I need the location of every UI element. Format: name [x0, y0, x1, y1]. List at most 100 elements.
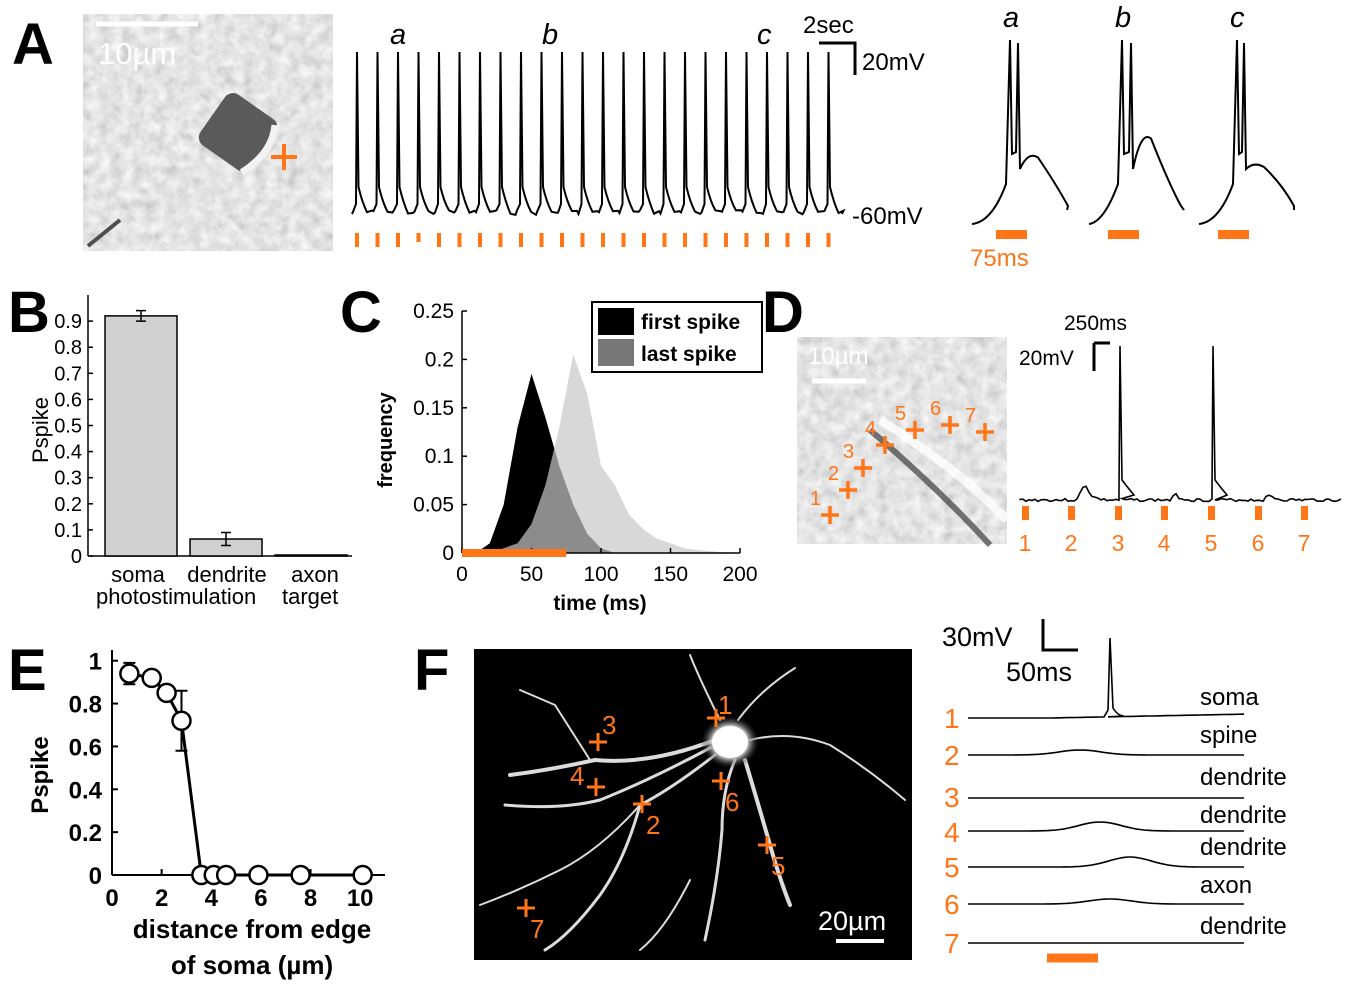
stim-marker: [621, 233, 626, 247]
x-axis-label-c: time (ms): [553, 592, 646, 615]
x-tick-label-e: 8: [304, 885, 317, 912]
stim-marker: [539, 233, 544, 247]
bar: [274, 554, 348, 557]
stim-bar: [1108, 230, 1139, 239]
y-tick-label-b: 0.6: [54, 389, 82, 411]
x-tick-label-c: 200: [722, 563, 757, 586]
stim-site-cross: [854, 459, 872, 477]
stim-site-cross-f: [589, 733, 607, 751]
y-tick-label-c: 0: [442, 542, 454, 565]
stim-marker: [785, 233, 790, 247]
stim-site-cross-f: [707, 709, 725, 727]
x-tick-label-e: 0: [105, 885, 118, 912]
y-tick-label-c: 0.05: [413, 494, 454, 517]
stim-marker-d: [1115, 506, 1122, 520]
stim-marker: [396, 233, 400, 247]
stim-site-cross-f: [712, 772, 730, 790]
stim-sites-f: 1 2 34 5 6 7: [517, 690, 785, 944]
stim-site-label: 7: [965, 405, 976, 427]
stim-bar: [996, 230, 1027, 239]
stim-site-label: 6: [930, 398, 941, 420]
stim-marker-d: [1068, 506, 1075, 520]
stim-duration-label: 75ms: [970, 245, 1029, 272]
zoom-label-b: b: [1115, 2, 1131, 34]
y-tick-label-e: 0.8: [69, 692, 102, 719]
trace-number-f: 1: [944, 703, 960, 734]
bars-b: [104, 309, 348, 557]
stim-marker: [498, 233, 503, 247]
x-tick-label-c: 50: [520, 563, 543, 586]
zoom-trace: [1088, 39, 1185, 225]
y-tick-label-b: 0.3: [54, 468, 82, 490]
legend-swatch-last: [598, 339, 634, 366]
stim-number-d: 4: [1158, 530, 1171, 556]
stim-site-cross: [906, 421, 924, 439]
category-label-b: soma: [111, 562, 166, 587]
stim-number-d: 1: [1019, 530, 1032, 556]
stim-number-d: 7: [1298, 530, 1311, 556]
stim-marker: [683, 233, 687, 247]
spike-train-trace: [351, 51, 846, 217]
trace-target-label-f: dendrite: [1200, 802, 1287, 829]
baseline-label-a: -60mV: [852, 203, 923, 230]
y-axis-label-e: Pspike: [27, 736, 54, 813]
voltage-scale-label-d: 20mV: [1019, 347, 1074, 370]
stim-site-cross: [821, 506, 839, 524]
panel-letter-b: B: [8, 280, 50, 345]
x-tick-label-e: 10: [347, 885, 374, 912]
stim-site-label-f: 4: [570, 761, 584, 791]
data-point-e: [171, 710, 192, 731]
stim-site-label: 2: [828, 463, 839, 485]
stim-number-d: 3: [1112, 530, 1125, 556]
y-ticks-b: 0 0.1 0.2 0.3 0.4 0.5 0.6 0.7 0.8 0.9: [54, 295, 352, 568]
trace-label-b: b: [542, 19, 558, 51]
time-scale-label-a: 2sec: [803, 12, 854, 39]
series-line-e: [129, 672, 363, 877]
trace-number-f: 7: [944, 928, 960, 959]
zoom-trace: [971, 39, 1070, 225]
panel-b-bar-chart: Pspike 0 0.1 0.2 0.3 0.4 0.5 0.6 0.7 0.8 0.9 soma…: [28, 295, 352, 609]
stim-site-cross: [976, 423, 994, 441]
stim-markers-train: [355, 233, 831, 247]
trace-target-label-f: dendrite: [1200, 764, 1287, 791]
y-tick-label-b: 0.1: [54, 520, 82, 542]
ticks-c: 0 0.05 0.1 0.15 0.2 0.25 0 50 100 150 200: [413, 300, 757, 586]
stim-marker-d: [1161, 506, 1168, 520]
stim-marker-d: [1301, 506, 1308, 520]
x-axis-label-e-line2: of soma (µm): [171, 950, 333, 980]
category-label-b: axon: [291, 562, 339, 587]
trace-label-c: c: [757, 19, 772, 51]
stim-site-cross-f: [517, 899, 535, 917]
dic-image-a: [83, 14, 333, 251]
trace-f: [968, 749, 1244, 756]
stim-bar-c: [462, 549, 567, 557]
zoom-trace: [1198, 39, 1295, 225]
areas-c: [462, 354, 727, 553]
y-axis-label-c: frequency: [375, 391, 397, 487]
trace-f: [968, 898, 1244, 905]
stim-marker-d: [1022, 506, 1029, 520]
zoom-label-a: a: [1003, 2, 1019, 34]
stim-marker: [375, 233, 380, 247]
zoomed-traces: [971, 39, 1295, 239]
stim-marker: [662, 233, 667, 247]
stim-site-label-f: 3: [602, 710, 616, 740]
stim-site-cross: [839, 481, 857, 499]
stim-site-cross-f: [758, 836, 776, 854]
stim-site-cross: [941, 416, 959, 434]
stim-marker: [642, 233, 646, 247]
stim-number-d: 2: [1065, 530, 1078, 556]
y-tick-label-b: 0.7: [54, 363, 82, 385]
panel-a: 10µm a b c 2sec 20mV -60mV a b c 75ms: [83, 2, 1295, 272]
stim-marker: [355, 233, 359, 247]
panel-letter-a: A: [12, 12, 54, 77]
stim-marker-d: [1208, 506, 1215, 520]
scale-bar-label-d: 10µm: [808, 343, 869, 370]
stim-marker: [601, 233, 605, 247]
x-tick-label-c: 0: [456, 563, 468, 586]
stim-site-label-f: 1: [718, 690, 732, 720]
y-tick-label-e: 0.2: [69, 820, 102, 847]
